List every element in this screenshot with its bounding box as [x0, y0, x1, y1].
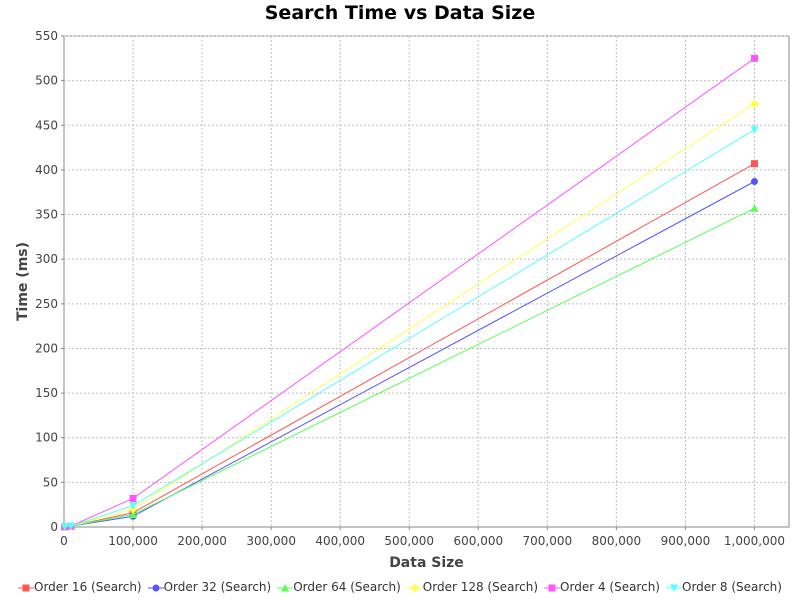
legend-swatch: [406, 583, 423, 592]
y-tick-label: 200: [35, 341, 58, 355]
x-tick-label: 300,000: [246, 534, 296, 548]
x-tick-label: 400,000: [315, 534, 365, 548]
x-tick-label: 1,000,000: [724, 534, 785, 548]
data-point: [749, 99, 759, 109]
y-tick-label: 550: [35, 29, 58, 43]
data-point: [750, 160, 758, 168]
y-tick-label: 250: [35, 297, 58, 311]
legend-marker: [410, 583, 420, 592]
data-point: [750, 54, 758, 62]
legend-label: Order 4 (Search): [560, 580, 660, 594]
legend-item: Order 128 (Search): [406, 580, 539, 594]
legend-marker: [281, 583, 290, 591]
y-tick-label: 100: [35, 431, 58, 445]
legend-marker: [22, 584, 30, 591]
plot-area: [63, 35, 790, 528]
legend-label: Order 64 (Search): [293, 580, 401, 594]
series-group: [60, 54, 759, 532]
y-tick-label: 150: [35, 386, 58, 400]
y-tick-label: 300: [35, 252, 58, 266]
x-tick-label: 900,000: [661, 534, 711, 548]
legend-marker: [152, 584, 160, 591]
legend-item: Order 32 (Search): [147, 580, 272, 594]
chart-title: Search Time vs Data Size: [264, 2, 536, 24]
series-line: [64, 129, 755, 528]
legend: Order 16 (Search) Order 32 (Search) Order …: [0, 580, 800, 594]
data-point: [750, 178, 758, 186]
x-tick-label: 100,000: [108, 534, 158, 548]
legend-swatch: [277, 583, 294, 591]
legend-label: Order 16 (Search): [34, 580, 142, 594]
axes: 0 50 100 150 200 250 300 350 400 450 500 550 0 100,00…: [35, 29, 785, 548]
y-tick-label: 50: [43, 475, 58, 489]
data-point: [60, 523, 69, 531]
y-tick-label: 500: [35, 74, 58, 88]
y-tick-label: 400: [35, 163, 58, 177]
series-6: [60, 126, 759, 531]
data-point: [750, 204, 759, 212]
legend-item: Order 8 (Search): [666, 580, 782, 594]
data-point: [129, 494, 137, 502]
legend-label: Order 128 (Search): [422, 580, 539, 594]
x-tick-label: 700,000: [523, 534, 573, 548]
legend-swatch: [666, 584, 682, 592]
x-tick-label: 600,000: [453, 534, 503, 548]
y-tick-label: 450: [35, 118, 58, 132]
data-point: [129, 510, 138, 519]
y-tick-label: 350: [35, 208, 58, 222]
grid: [64, 35, 789, 527]
data-point: [129, 502, 138, 510]
legend-item: Order 16 (Search): [18, 580, 142, 594]
legend-item: Order 4 (Search): [544, 580, 660, 594]
legend-marker: [548, 584, 556, 591]
legend-swatch: [147, 584, 164, 591]
data-point: [750, 126, 759, 134]
x-tick-label: 500,000: [384, 534, 434, 548]
x-tick-label: 200,000: [177, 534, 227, 548]
data-point: [66, 522, 75, 531]
legend-swatch: [544, 584, 561, 591]
y-tick-label: 0: [50, 520, 58, 534]
y-axis-label: Time (ms): [15, 242, 31, 321]
legend-marker: [670, 584, 678, 592]
legend-label: Order 8 (Search): [682, 580, 782, 594]
x-axis-label: Data Size: [389, 555, 464, 571]
legend-label: Order 32 (Search): [163, 580, 272, 594]
legend-swatch: [18, 584, 35, 591]
x-tick-label: 800,000: [592, 534, 642, 548]
x-tick-label: 0: [60, 534, 68, 548]
legend-item: Order 64 (Search): [277, 580, 401, 594]
